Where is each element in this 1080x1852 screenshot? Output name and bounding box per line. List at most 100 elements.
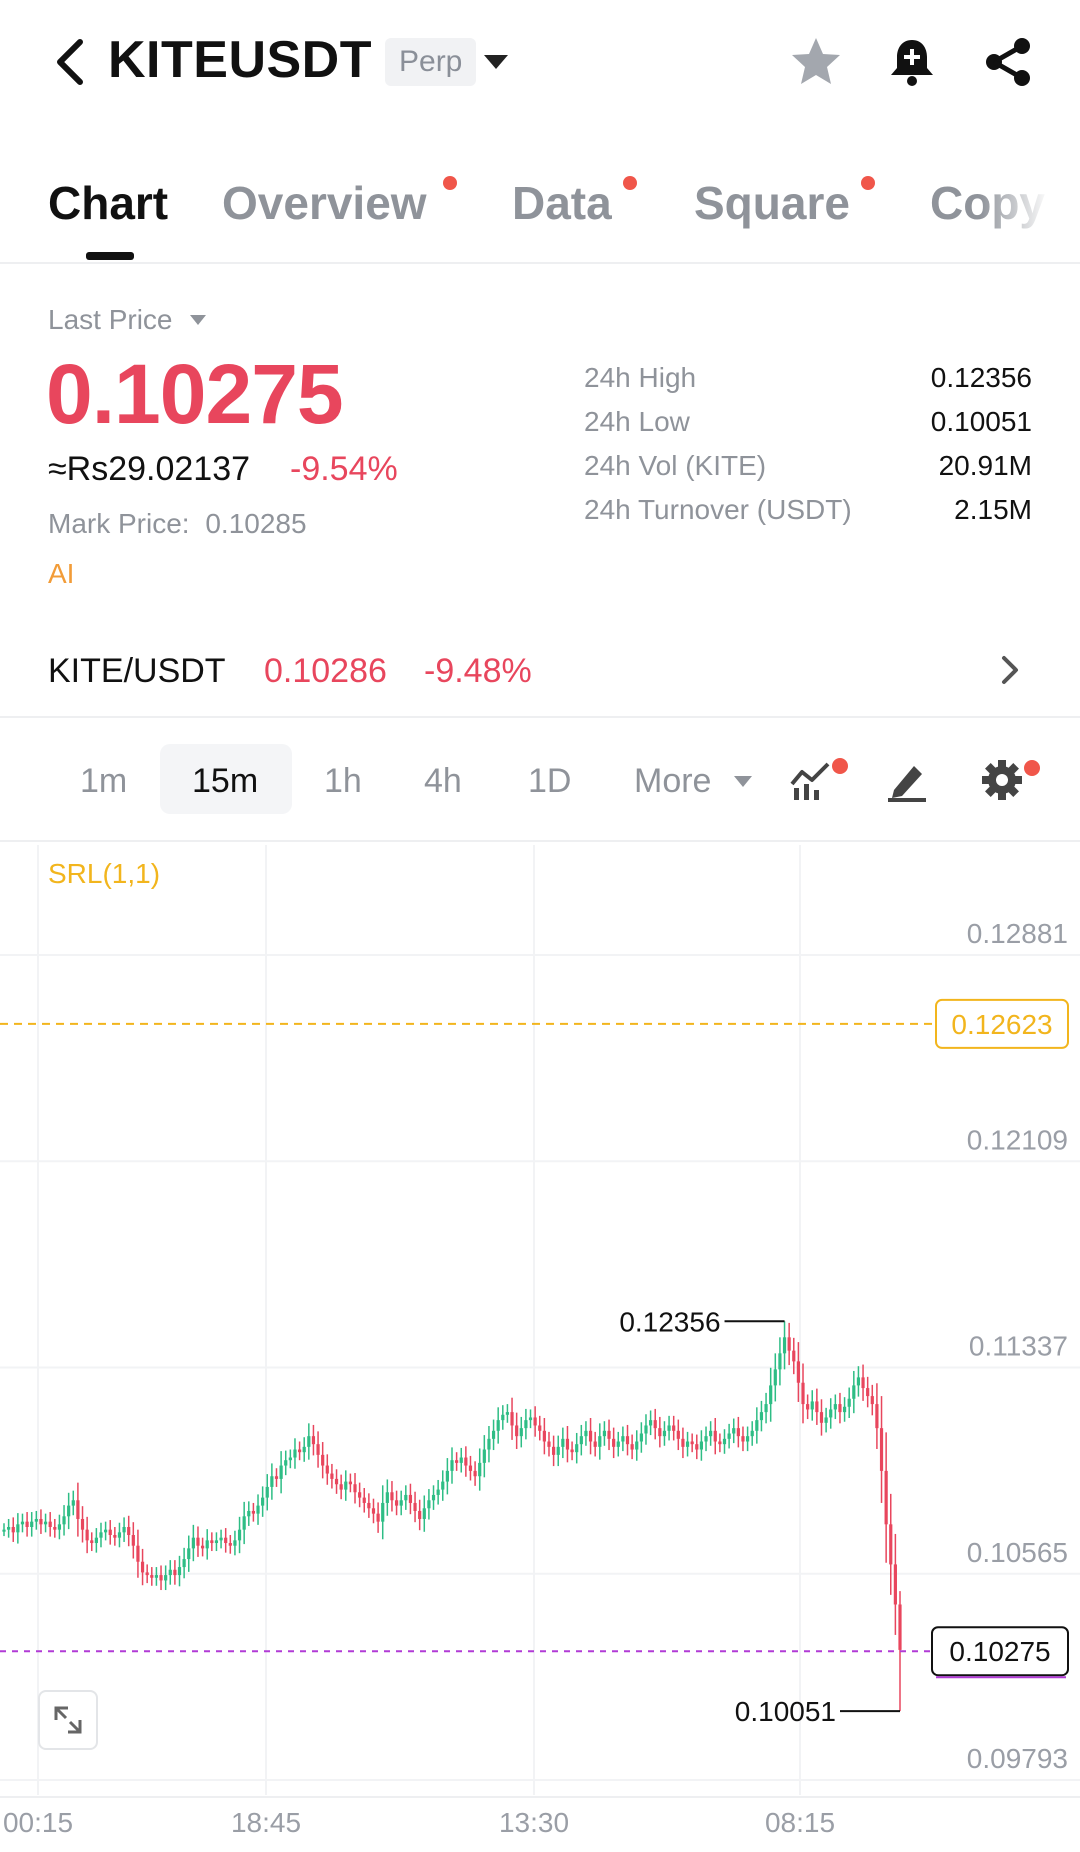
stat-24h-turnover-label: 24h Turnover (USDT)	[584, 494, 852, 525]
timeframe-1m[interactable]: 1m	[80, 762, 128, 800]
candle-body	[159, 1575, 163, 1581]
candle-body	[334, 1478, 339, 1485]
tab-chart[interactable]: Chart	[48, 177, 169, 229]
indicators-icon[interactable]	[788, 756, 836, 804]
fullscreen-expand-button[interactable]	[38, 1690, 98, 1750]
ai-label[interactable]: AI	[48, 558, 75, 589]
candle-body	[251, 1510, 256, 1514]
tab-data[interactable]: Data	[512, 177, 612, 229]
symbol-title[interactable]: KITEUSDT	[108, 31, 372, 89]
candle-body	[399, 1500, 403, 1506]
spot-change-percent[interactable]: -9.48%	[424, 652, 532, 690]
candle-body	[898, 1604, 902, 1650]
candle-body	[376, 1513, 380, 1522]
contract-type-badge[interactable]: Perp	[385, 38, 477, 86]
timeframe-more[interactable]: More	[634, 762, 712, 800]
timeframe-15m[interactable]: 15m	[192, 762, 259, 800]
candle-body	[833, 1404, 837, 1410]
candle-body	[358, 1492, 362, 1498]
timeframe-4h[interactable]: 4h	[424, 762, 462, 800]
candle-body	[575, 1444, 579, 1453]
candle-body	[344, 1481, 348, 1490]
candle-body	[131, 1535, 135, 1546]
candle-body	[482, 1449, 486, 1463]
candle-body	[104, 1529, 108, 1533]
candle-body	[699, 1441, 704, 1450]
candle-body	[228, 1543, 232, 1546]
y-axis-tick-label: 0.10565	[967, 1537, 1068, 1568]
candle-body	[607, 1430, 611, 1439]
candle-body	[630, 1444, 634, 1450]
candle-body	[122, 1526, 126, 1533]
current-price-tag-text: 0.10275	[949, 1636, 1050, 1667]
candle-body	[598, 1436, 602, 1447]
last-price-caret-icon[interactable]	[190, 315, 206, 325]
candle-body	[39, 1518, 43, 1525]
candle-body	[782, 1337, 787, 1354]
candle-body	[173, 1569, 177, 1576]
back-arrow-icon[interactable]	[50, 36, 90, 88]
candle-body	[889, 1524, 893, 1565]
spot-price[interactable]: 0.10286	[264, 652, 387, 690]
candle-body	[870, 1396, 874, 1405]
symbol-dropdown-caret-icon[interactable]	[484, 55, 508, 69]
candle-body	[727, 1433, 731, 1439]
settings-gear-icon[interactable]	[978, 756, 1026, 804]
last-price-value: 0.10275	[46, 347, 344, 441]
price-change-percent: -9.54%	[290, 450, 398, 488]
candle-body	[473, 1470, 477, 1477]
candle-body	[108, 1529, 112, 1536]
share-icon[interactable]	[980, 34, 1036, 90]
candle-body	[852, 1385, 856, 1399]
candle-body	[519, 1428, 523, 1437]
candle-body	[565, 1438, 570, 1450]
candle-body	[67, 1505, 71, 1517]
candle-body	[297, 1449, 302, 1453]
candle-body	[11, 1526, 15, 1533]
spot-pair-label[interactable]: KITE/USDT	[48, 652, 226, 690]
draw-pencil-icon[interactable]	[884, 756, 932, 804]
candle-body	[140, 1561, 145, 1573]
star-favorite-icon[interactable]	[788, 34, 844, 90]
candle-body	[875, 1404, 879, 1429]
chevron-right-icon[interactable]	[996, 650, 1024, 690]
candle-body	[168, 1569, 172, 1576]
x-axis-tick-label: 00:15	[3, 1807, 73, 1838]
spot-divider	[0, 716, 1080, 718]
candle-body	[676, 1430, 680, 1439]
mark-price: Mark Price: 0.10285	[48, 508, 307, 540]
candle-body	[76, 1500, 80, 1519]
more-caret-icon[interactable]	[734, 776, 752, 787]
candle-body	[658, 1428, 662, 1437]
candle-body	[43, 1521, 48, 1525]
stat-24h-low-label: 24h Low	[584, 406, 690, 437]
srl-level-tag-text: 0.12623	[951, 1009, 1052, 1040]
price-alert-bell-icon[interactable]	[884, 34, 940, 90]
candle-body	[381, 1502, 385, 1522]
last-price-label[interactable]: Last Price	[48, 304, 173, 335]
candle-body	[20, 1521, 25, 1525]
candle-body	[459, 1457, 463, 1463]
timeframe-1d[interactable]: 1D	[528, 762, 572, 800]
tab-square[interactable]: Square	[694, 177, 850, 229]
timeframe-1h[interactable]: 1h	[324, 762, 362, 800]
candle-body	[256, 1505, 260, 1514]
candle-body	[57, 1524, 62, 1530]
tab-overview[interactable]: Overview	[222, 177, 427, 229]
srl-indicator-label[interactable]: SRL(1,1)	[48, 858, 161, 889]
candlestick-chart[interactable]: 0.12881 0.12109 0.11337 0.10565 0.09793 00:15…	[0, 842, 1080, 1852]
current-price-tag-box	[931, 1626, 1069, 1677]
candle-body	[547, 1441, 551, 1447]
candle-body	[538, 1425, 542, 1431]
tab-data-notification-dot	[623, 176, 637, 190]
candle-body	[796, 1361, 800, 1383]
low-marker-label: 0.10051	[735, 1696, 836, 1727]
candle-body	[191, 1537, 195, 1549]
candle-body	[718, 1441, 722, 1445]
candle-body	[48, 1521, 52, 1527]
candle-body	[404, 1494, 408, 1501]
candle-body	[496, 1420, 500, 1431]
candle-body	[528, 1417, 533, 1421]
candle-body	[861, 1377, 865, 1389]
candle-body	[635, 1441, 639, 1450]
